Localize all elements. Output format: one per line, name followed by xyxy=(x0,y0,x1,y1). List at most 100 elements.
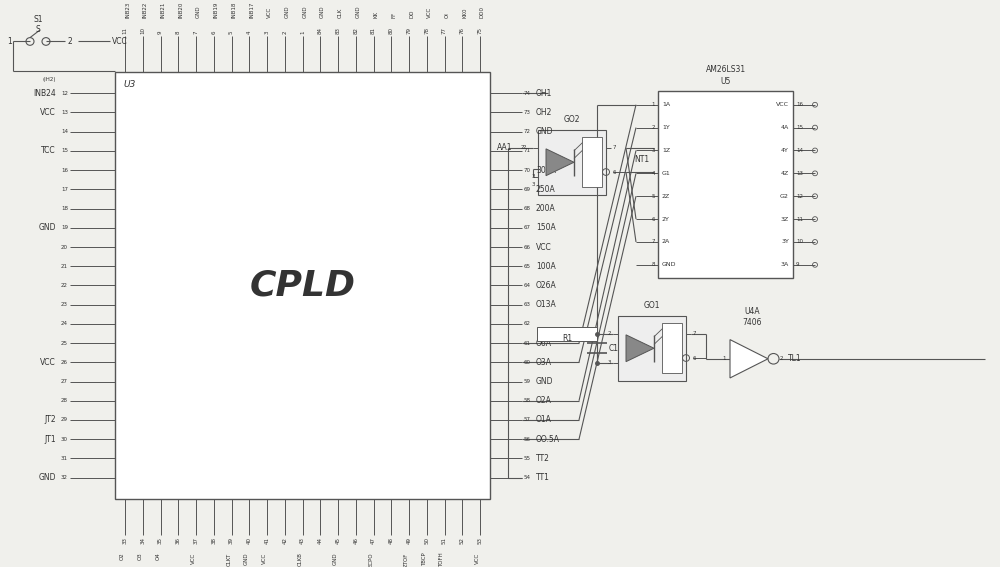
Text: 14: 14 xyxy=(61,129,68,134)
Text: 4: 4 xyxy=(652,171,655,176)
Text: 1: 1 xyxy=(652,102,655,107)
Text: INB21: INB21 xyxy=(160,2,166,19)
Text: 20: 20 xyxy=(61,244,68,249)
Text: INB17: INB17 xyxy=(249,2,254,19)
Text: 63: 63 xyxy=(524,302,531,307)
Text: 2: 2 xyxy=(652,125,655,130)
Text: 45: 45 xyxy=(336,537,340,544)
Text: 14: 14 xyxy=(796,148,803,153)
Text: VCC: VCC xyxy=(262,552,267,564)
Bar xyxy=(662,323,682,373)
Text: 4: 4 xyxy=(247,30,252,34)
Text: 10: 10 xyxy=(140,27,145,34)
Text: 17: 17 xyxy=(61,187,68,192)
Text: VCC: VCC xyxy=(776,102,789,107)
Text: 10: 10 xyxy=(796,239,803,244)
Text: 24: 24 xyxy=(61,321,68,327)
Text: CLK: CLK xyxy=(338,8,343,19)
Text: U4A: U4A xyxy=(744,307,760,316)
Text: TCC: TCC xyxy=(41,146,56,155)
Text: OH2: OH2 xyxy=(536,108,552,117)
Text: VCC: VCC xyxy=(191,552,196,564)
Text: 4Z: 4Z xyxy=(781,171,789,176)
Text: 77: 77 xyxy=(442,27,447,34)
Text: 62: 62 xyxy=(524,321,531,327)
Text: 27: 27 xyxy=(61,379,68,384)
Text: O1A: O1A xyxy=(536,416,552,425)
Text: AM26LS31: AM26LS31 xyxy=(705,65,746,74)
Text: 8: 8 xyxy=(176,30,181,34)
Text: O2: O2 xyxy=(120,552,125,560)
Text: 30: 30 xyxy=(61,437,68,442)
Text: 2: 2 xyxy=(282,30,287,34)
Text: 13: 13 xyxy=(796,171,803,176)
Text: 83: 83 xyxy=(336,27,340,34)
Text: 54: 54 xyxy=(524,475,531,480)
Text: 76: 76 xyxy=(460,27,465,34)
Text: OO.5A: OO.5A xyxy=(536,435,560,444)
Text: 84: 84 xyxy=(318,27,323,34)
Text: JT1: JT1 xyxy=(44,435,56,444)
Text: 13: 13 xyxy=(61,110,68,115)
Text: 250A: 250A xyxy=(536,185,556,194)
Text: NT1: NT1 xyxy=(634,155,649,164)
Text: 6: 6 xyxy=(211,30,216,34)
Text: 78: 78 xyxy=(424,27,429,34)
Text: ECPO: ECPO xyxy=(368,552,374,567)
Text: OI: OI xyxy=(444,12,450,19)
Text: 6: 6 xyxy=(613,170,616,175)
Text: 4A: 4A xyxy=(781,125,789,130)
Text: 68: 68 xyxy=(524,206,531,211)
Text: 1Y: 1Y xyxy=(662,125,670,130)
Text: 7: 7 xyxy=(652,239,655,244)
Text: C1: C1 xyxy=(609,344,619,353)
Text: 75: 75 xyxy=(478,27,482,34)
Text: 25: 25 xyxy=(61,341,68,346)
Text: 11: 11 xyxy=(122,27,128,34)
Text: GND: GND xyxy=(662,263,676,267)
Text: TT2: TT2 xyxy=(536,454,550,463)
Text: 3: 3 xyxy=(608,360,611,365)
Text: VCC: VCC xyxy=(536,243,552,252)
Text: 15: 15 xyxy=(61,149,68,154)
Text: 21: 21 xyxy=(61,264,68,269)
Text: 300A: 300A xyxy=(536,166,556,175)
Text: KK0: KK0 xyxy=(462,8,467,19)
Text: 41: 41 xyxy=(264,537,270,544)
Text: 3: 3 xyxy=(264,30,270,34)
Text: DD: DD xyxy=(409,10,414,19)
Text: INB19: INB19 xyxy=(214,2,219,19)
Text: GND: GND xyxy=(536,127,554,136)
Text: 23: 23 xyxy=(61,302,68,307)
Text: 67: 67 xyxy=(524,225,531,230)
Text: TL1: TL1 xyxy=(788,354,802,363)
Text: 3: 3 xyxy=(652,148,655,153)
Text: 2: 2 xyxy=(520,145,524,150)
Text: 3: 3 xyxy=(532,174,535,179)
Text: JT2: JT2 xyxy=(44,416,56,425)
Text: VCC: VCC xyxy=(40,108,56,117)
Text: 39: 39 xyxy=(229,537,234,544)
Text: 35: 35 xyxy=(158,537,163,544)
Text: DD0: DD0 xyxy=(480,6,485,19)
Text: 60: 60 xyxy=(524,360,531,365)
Text: 2: 2 xyxy=(522,145,526,150)
Text: 7: 7 xyxy=(194,30,198,34)
Text: GO1: GO1 xyxy=(644,301,660,310)
Text: U5: U5 xyxy=(720,77,731,86)
Text: 50: 50 xyxy=(424,537,429,544)
Text: 7: 7 xyxy=(693,331,696,336)
Text: 7: 7 xyxy=(613,145,616,150)
Text: R1: R1 xyxy=(562,335,572,344)
Polygon shape xyxy=(546,149,574,176)
Text: 1A: 1A xyxy=(662,102,670,107)
Text: GND: GND xyxy=(38,223,56,232)
Text: 32: 32 xyxy=(61,475,68,480)
Text: 1: 1 xyxy=(722,356,726,361)
Text: 52: 52 xyxy=(460,537,465,544)
Text: 38: 38 xyxy=(211,537,216,544)
Text: 22: 22 xyxy=(61,283,68,288)
Text: 2A: 2A xyxy=(662,239,670,244)
Text: O2A: O2A xyxy=(536,396,552,405)
Text: GND: GND xyxy=(320,6,325,19)
